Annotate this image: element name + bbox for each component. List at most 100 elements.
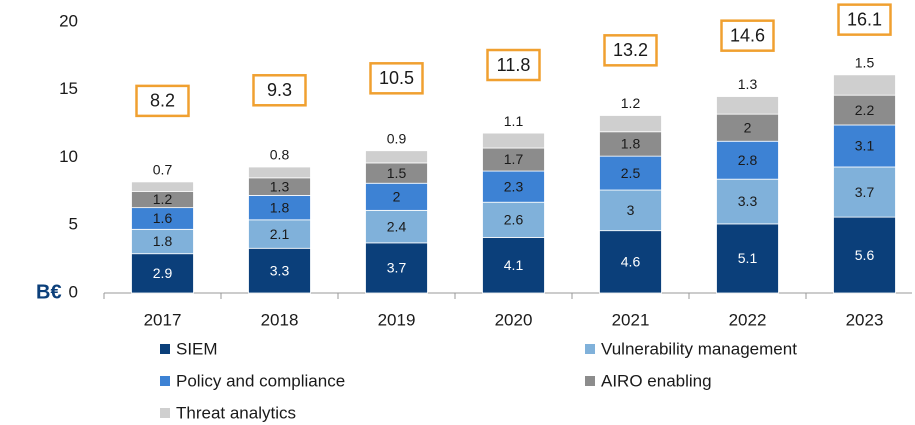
value-label: 1.7 [504,151,524,167]
total-box [486,48,541,82]
value-label: 2.4 [387,218,407,234]
bar-segment [365,242,428,294]
x-tick-label: 2023 [846,310,884,329]
value-label: 3.3 [738,193,758,209]
value-label: 1.8 [621,136,641,152]
total-label: 16.1 [847,9,882,29]
x-tick-label: 2017 [144,310,182,329]
x-tick-label: 2019 [378,310,416,329]
bar-segment [365,209,428,244]
total-box [603,34,658,67]
legend-swatch [160,344,170,354]
value-label: 2 [393,188,401,204]
bar-segment [482,201,545,238]
bar-segment [716,223,779,294]
legend-swatch [585,344,595,354]
value-label: 4.1 [504,257,524,273]
value-label: 1.8 [153,233,173,249]
y-tick-label: 5 [69,215,78,234]
bar-segment [599,189,662,232]
bar-segment [833,124,896,168]
bar-segment [131,181,194,192]
value-label: 3.7 [387,260,407,276]
value-label: 4.6 [621,254,641,270]
bar-segment [716,96,779,115]
x-tick-label: 2018 [261,310,299,329]
y-axis-label: B€ [36,281,62,303]
total-label: 11.8 [497,55,531,75]
value-label: 2.5 [621,165,641,181]
bar-segment [248,247,311,294]
bar-segment [131,253,194,294]
total-label: 10.5 [379,68,414,88]
y-tick-label: 0 [69,282,78,301]
value-label: 2 [744,119,752,135]
bar-segment [248,195,311,221]
bar-segment [365,150,428,164]
bar-segment [482,132,545,149]
value-label: 0.8 [270,147,290,163]
legend-swatch [585,376,595,386]
legend-label: Policy and compliance [176,371,345,390]
value-label: 1.5 [855,55,875,71]
value-label: 2.1 [270,226,290,242]
value-label: 2.9 [153,265,173,281]
total-box [837,3,892,36]
total-label: 13.2 [613,40,648,60]
legend-label: Threat analytics [176,403,296,422]
legend-label: AIRO enabling [601,371,712,390]
value-label: 1.3 [738,76,758,92]
value-label: 2.2 [855,102,875,118]
value-label: 3.7 [855,184,875,200]
y-tick-label: 15 [59,79,78,98]
total-label: 14.6 [730,25,765,45]
y-tick-label: 10 [59,147,78,166]
bar-segment [716,140,779,180]
value-label: 0.7 [153,162,173,178]
value-label: 2.6 [504,212,524,228]
bar-segment [833,74,896,96]
value-label: 1.2 [153,191,173,207]
value-label: 3.1 [855,138,875,154]
y-tick-label: 20 [59,11,78,30]
total-box [135,84,190,118]
bar-segment [248,166,311,179]
bar-segment [716,178,779,225]
x-tick-label: 2020 [495,310,533,329]
bar-segment [482,237,545,294]
total-box [720,19,775,52]
bar-segment [833,166,896,218]
value-label: 0.9 [387,130,407,146]
value-label: 1.1 [504,113,524,129]
bar-segment [365,182,428,211]
legend-swatch [160,376,170,386]
bar-segment [599,115,662,133]
value-label: 1.5 [387,165,407,181]
value-label: 5.6 [855,247,875,263]
value-label: 2.8 [738,152,758,168]
bar-segment [599,155,662,191]
total-box [369,62,424,95]
legend-label: SIEM [176,339,218,358]
legend-swatch [160,408,170,418]
value-label: 3.3 [270,262,290,278]
bar-segment [599,230,662,294]
bar-segment [716,113,779,142]
legend-label: Vulnerability management [601,339,797,358]
value-label: 3 [627,202,635,218]
total-label: 8.2 [150,91,175,111]
total-box [252,74,307,107]
value-label: 2.3 [504,178,524,194]
x-tick-label: 2022 [729,310,767,329]
bar-segment [482,170,545,203]
value-label: 1.6 [153,210,173,226]
bar-segment [833,94,896,126]
total-label: 9.3 [267,80,292,100]
x-tick-label: 2021 [612,310,650,329]
value-label: 5.1 [738,250,758,266]
value-label: 1.2 [621,95,641,111]
bar-segment [833,216,896,294]
value-label: 1.8 [270,199,290,215]
value-label: 1.3 [270,178,290,194]
